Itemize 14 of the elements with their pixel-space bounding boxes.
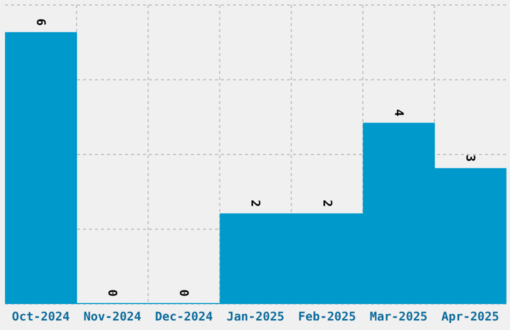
x-tick-label: Apr-2025 [441,310,500,324]
x-tick-label: Mar-2025 [370,310,428,324]
data-label: 0 [177,289,192,297]
data-label: 6 [34,18,48,26]
data-label: 3 [463,154,478,162]
x-tick-label: Jan-2025 [226,310,284,324]
data-label: 4 [392,109,406,116]
x-tick-label: Feb-2025 [298,310,356,324]
x-tick-label: Dec-2024 [155,310,213,324]
data-label: 2 [248,200,263,208]
data-label: 2 [320,200,334,208]
x-tick-label: Oct-2024 [12,310,70,324]
x-tick-label: Nov-2024 [83,310,142,324]
data-label: 0 [106,289,120,297]
